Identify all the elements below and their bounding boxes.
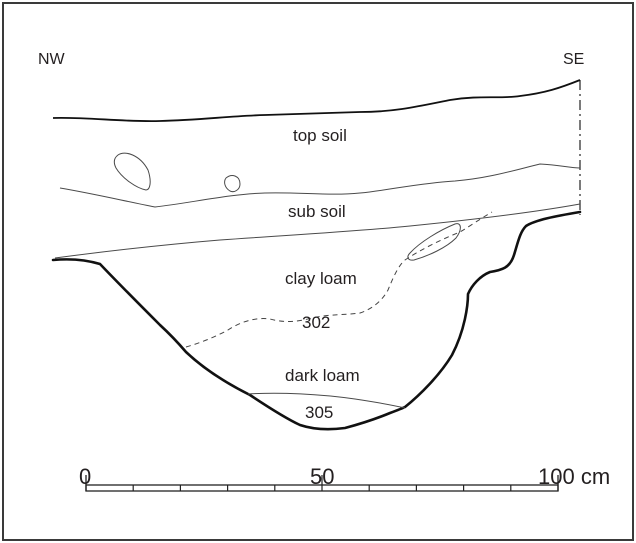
interface-302-line [185,211,493,348]
scale-label-0: 0 [79,464,91,489]
stone-inclusion-3 [407,223,461,261]
scale-label-50: 50 [310,464,334,489]
stone-inclusion-1 [113,152,151,191]
pit-cut-outline [51,210,582,431]
scale-bar: 0 50 100 cm [79,464,610,492]
label-dark-loam: dark loam [285,366,360,385]
label-clay-loam: clay loam [285,269,357,288]
label-top-soil: top soil [293,126,347,145]
interface-305-line [247,392,406,409]
label-sub-soil: sub soil [288,202,346,221]
topsoil-subsoil-boundary [59,163,581,208]
label-se: SE [563,51,584,68]
label-context-305: 305 [305,403,333,422]
stone-inclusion-2 [224,175,241,193]
scale-label-100: 100 cm [538,464,610,489]
subsoil-clayloam-boundary [54,203,581,259]
ground-surface-line [52,79,581,123]
scale-bar-divisions [85,475,559,491]
label-context-302: 302 [302,313,330,332]
label-nw: NW [38,51,66,68]
